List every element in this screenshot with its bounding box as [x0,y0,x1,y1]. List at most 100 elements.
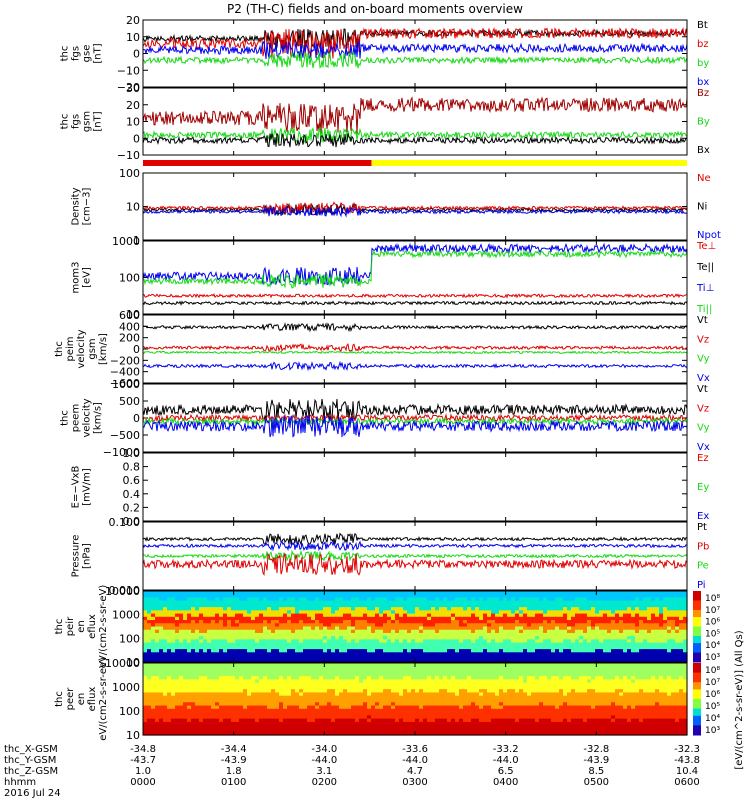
heatmap-cell [451,620,456,624]
heatmap-cell [379,607,384,611]
heatmap-cell [583,676,588,680]
heatmap-cell [239,685,244,690]
heatmap-cell [415,682,420,687]
heatmap-cell [375,652,380,657]
heatmap-cell [379,669,384,674]
heatmap-cell [595,613,600,618]
heatmap-cell [251,682,256,687]
heatmap-cell [307,620,312,624]
heatmap-cell [639,591,644,595]
heatmap-cell [315,610,320,615]
heatmap-cell [471,623,476,628]
heatmap-cell [471,699,476,703]
heatmap-cell [195,645,200,650]
heatmap-cell [163,603,168,608]
heatmap-cell [283,658,288,663]
heatmap-cell [647,666,652,671]
heatmap-cell [183,623,188,628]
heatmap-cell [303,685,308,690]
heatmap-cell [351,663,356,667]
heatmap-cell [275,658,280,663]
heatmap-cell [483,669,488,674]
y-axis-label-line: eflux [87,614,98,639]
heatmap-cell [423,639,428,644]
heatmap-cell [315,645,320,650]
heatmap-cell [183,632,188,637]
heatmap-cell [171,649,176,653]
heatmap-cell [447,676,452,680]
y-tick-label: 0.8 [123,461,141,474]
heatmap-cell [147,591,152,595]
heatmap-cell [603,600,608,605]
heatmap-cell [335,685,340,690]
heatmap-cell [303,639,308,644]
heatmap-cell [543,666,548,671]
heatmap-cell [175,591,180,595]
heatmap-cell [363,676,368,680]
heatmap-cell [463,655,468,660]
heatmap-cell [183,689,188,694]
heatmap-cell [523,629,528,634]
heatmap-cell [591,603,596,608]
heatmap-cell [367,600,372,605]
heatmap-cell [443,679,448,684]
heatmap-cell [175,645,180,650]
heatmap-cell [243,695,248,700]
heatmap-cell [347,652,352,657]
heatmap-cell [595,669,600,674]
heatmap-cell [295,682,300,687]
heatmap-cell [631,666,636,671]
heatmap-cell [307,685,312,690]
heatmap-cell [199,645,204,650]
heatmap-cell [195,607,200,611]
heatmap-cell [375,669,380,674]
heatmap-cell [579,620,584,624]
heatmap-cell [279,591,284,595]
heatmap-cell [479,629,484,634]
heatmap-cell [663,639,668,644]
heatmap-cell [167,652,172,657]
heatmap-cell [551,669,556,674]
heatmap-cell [343,636,348,641]
heatmap-cell [615,669,620,674]
heatmap-cell [679,655,684,660]
heatmap-cell [335,658,340,663]
heatmap-cell [247,699,252,703]
heatmap-cell [463,591,468,595]
y-axis-label-line: peer [65,687,76,711]
heatmap-cell [299,626,304,631]
heatmap-cell [547,672,552,677]
heatmap-cell [603,603,608,608]
heatmap-cell [471,682,476,687]
y-axis-label-line: [nT] [93,111,104,131]
heatmap-cell [211,616,216,621]
heatmap-cell [355,603,360,608]
heatmap-cell [627,645,632,650]
heatmap-cell [199,663,204,667]
heatmap-cell [195,597,200,602]
heatmap-cell [599,594,604,599]
heatmap-cell [271,658,276,663]
heatmap-cell [383,669,388,674]
heatmap-cell [395,679,400,684]
heatmap-cell [667,669,672,674]
y-axis-label-line: [mV/m] [82,468,93,506]
heatmap-cell [347,655,352,660]
heatmap-cell [683,591,688,595]
heatmap-cell [419,682,424,687]
heatmap-cell [183,636,188,641]
heatmap-cell [187,658,192,663]
heatmap-cell [523,616,528,621]
heatmap-cell [451,666,456,671]
heatmap-cell [339,600,344,605]
heatmap-cell [543,597,548,602]
heatmap-cell [475,642,480,647]
heatmap-cell [355,613,360,618]
heatmap-cell [271,629,276,634]
heatmap-cell [615,629,620,634]
heatmap-cell [283,610,288,615]
heatmap-cell [571,672,576,677]
heatmap-cell [623,702,628,707]
heatmap-cell [163,649,168,653]
heatmap-cell [599,626,604,631]
